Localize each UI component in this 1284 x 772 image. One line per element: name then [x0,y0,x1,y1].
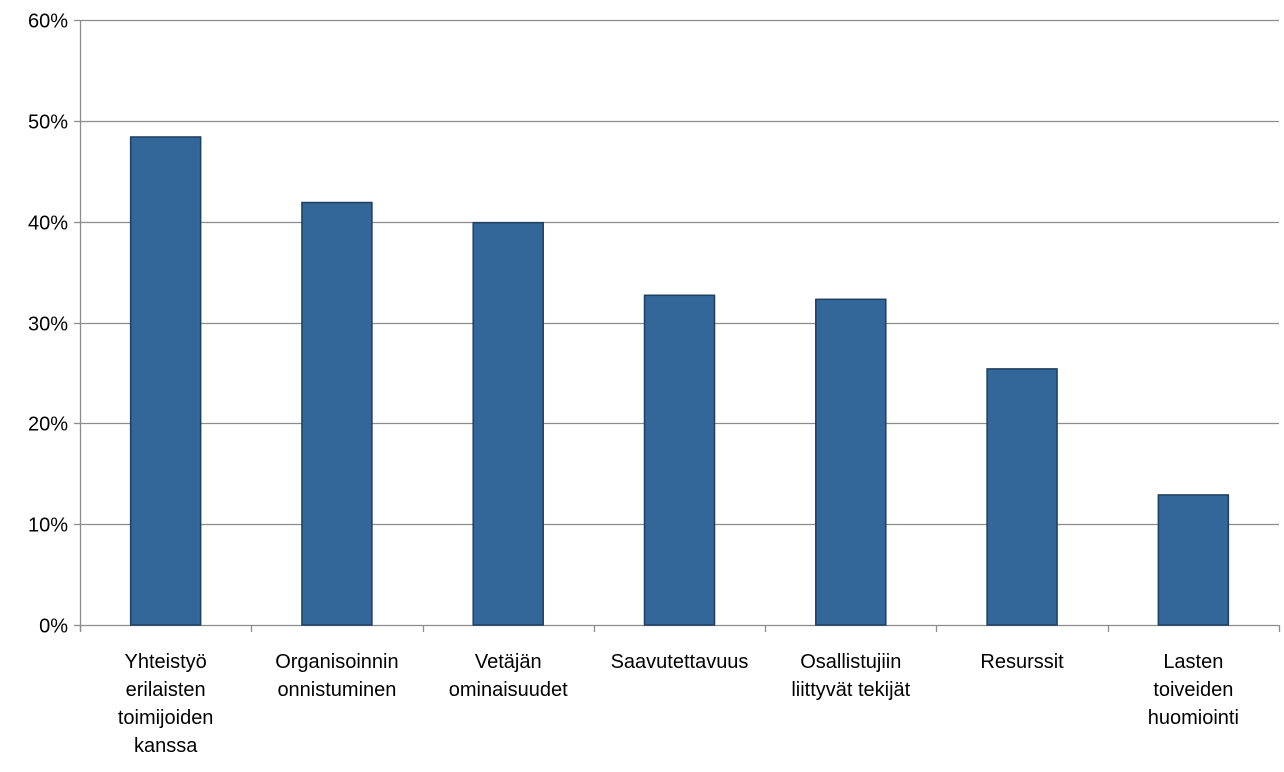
bar-4 [815,298,887,626]
x-tick-label-5: Resurssit [980,651,1064,673]
x-tick-label-2: Vetäjän ominaisuudet [449,651,568,701]
y-tick-label: 50% [28,112,68,134]
bar-3 [643,294,716,626]
x-tick-label-line: Resurssit [980,651,1064,673]
x-tick-label-6: Lasten toiveiden huomiointi [1148,651,1239,729]
bar-2 [472,221,544,626]
x-tick-label-4: Osallistujiin liittyvät tekijät [791,651,910,701]
x-tick-label-line: toiveiden [1153,679,1233,701]
y-tick-label: 30% [28,314,68,336]
x-tick-label-line: huomiointi [1148,707,1239,729]
y-tick-label: 0% [39,616,68,638]
bar-6 [1157,494,1230,626]
x-tick-label-3: Saavutettavuus [611,651,749,673]
x-tick-label-line: Lasten [1163,651,1223,673]
x-tick-label-line: Vetäjän [475,651,542,673]
x-tick-label-line: Osallistujiin [800,651,901,673]
y-tick-labels: 0% 10% 20% 30% 40% 50% 60% [28,11,68,638]
x-tick-label-line: erilaisten [126,679,206,701]
x-tick-label-line: ominaisuudet [449,679,568,701]
x-tick-label-line: Saavutettavuus [611,651,749,673]
y-tick-label: 10% [28,515,68,537]
x-tick-label-line: kanssa [134,735,198,757]
y-tick-label: 20% [28,414,68,436]
x-tick-labels: Yhteistyö erilaisten toimijoiden kanssa Orga… [118,651,1239,757]
x-tick-label-0: Yhteistyö erilaisten toimijoiden kanssa [118,651,214,757]
bars [129,136,1230,626]
bar-5 [986,368,1058,626]
y-tick-label: 60% [28,11,68,33]
x-tick-label-line: liittyvät tekijät [791,679,910,701]
x-tick-label-1: Organisoinnin onnistuminen [275,651,398,701]
x-tick-label-line: onnistuminen [277,679,396,701]
y-tick-label: 40% [28,213,68,235]
x-tick-label-line: Yhteistyö [125,651,207,673]
x-tick-label-line: toimijoiden [118,707,214,729]
x-tick-label-line: Organisoinnin [275,651,398,673]
bar-0 [129,136,202,626]
bar-1 [301,201,373,626]
